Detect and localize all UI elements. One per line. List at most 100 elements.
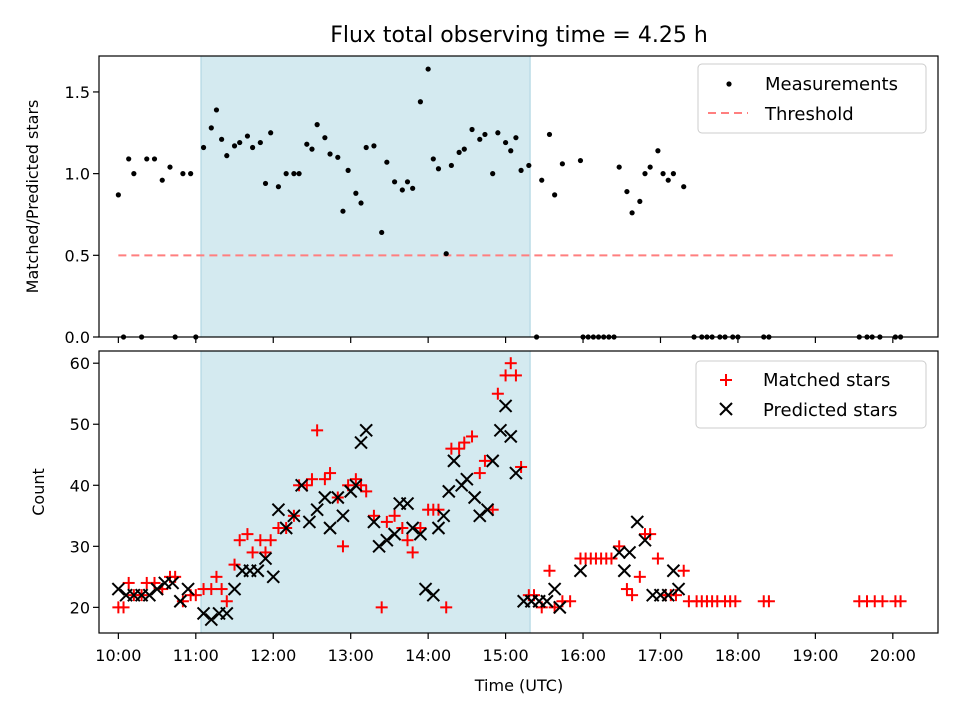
- matched-star-point: [509, 369, 522, 382]
- y-tick-label: 30: [70, 537, 90, 556]
- predicted-star-point: [318, 490, 332, 505]
- measurement-point: [275, 184, 282, 190]
- count-panel: 20 30 40 50 60 10:00 11:00 12:00 13:00 14:00 15:0…: [29, 350, 939, 695]
- measurement-point: [391, 179, 398, 185]
- measurement-point: [188, 171, 194, 177]
- matched-star-point: [259, 546, 272, 559]
- measurement-point: [283, 171, 289, 177]
- count-plot-frame: [98, 350, 939, 634]
- x-tick-label: 12:00: [250, 646, 296, 665]
- measurement-point: [304, 141, 310, 147]
- matched-star-point: [228, 558, 241, 571]
- matched-star-point: [215, 583, 228, 596]
- count-legend: Matched stars Predicted stars: [695, 360, 927, 429]
- matched-star-point: [458, 436, 471, 449]
- measurement-point: [448, 162, 454, 169]
- x-tick-label: 18:00: [715, 646, 761, 665]
- measurement-point: [262, 180, 269, 187]
- measurement-point: [250, 144, 256, 151]
- predicted-star-point: [480, 502, 495, 517]
- predicted-star-point: [638, 533, 652, 547]
- measurement-point: [670, 171, 676, 177]
- predicted-star-point: [227, 582, 242, 596]
- predicted-star-point: [467, 490, 482, 505]
- matched-star-point: [349, 473, 362, 486]
- matched-star-point: [894, 595, 907, 608]
- measurement-point: [435, 166, 442, 172]
- measurement-point: [159, 177, 165, 183]
- y-tick-label: 0.5: [65, 246, 90, 265]
- matched-star-point: [388, 509, 401, 522]
- predicted-star-point: [426, 588, 441, 602]
- matched-star-point: [241, 528, 254, 541]
- matched-star-point: [176, 595, 189, 608]
- predicted-star-point: [547, 582, 562, 596]
- measurement-point: [469, 126, 475, 133]
- predicted-star-point: [372, 539, 386, 554]
- measurement-point: [490, 171, 496, 177]
- measurement-point: [327, 151, 333, 157]
- matched-star-point: [205, 583, 218, 596]
- matched-star-point: [210, 570, 223, 583]
- y-tick-label: 40: [70, 476, 90, 495]
- matched-star-point: [440, 601, 453, 614]
- matched-star-point: [367, 509, 380, 522]
- predicted-star-point: [380, 533, 394, 547]
- matched-star-point: [396, 522, 409, 535]
- matched-star-point: [478, 454, 491, 467]
- measurement-point: [363, 144, 369, 151]
- matched-star-point: [504, 357, 517, 370]
- predicted-star-point: [302, 515, 317, 529]
- measurement-point: [296, 171, 302, 177]
- predicted-star-point: [336, 509, 350, 523]
- predicted-star-point: [331, 490, 345, 505]
- measurement-point: [681, 184, 687, 190]
- predicted-legend-marker: [719, 402, 733, 416]
- measurement-point: [340, 208, 346, 214]
- matched-star-point: [499, 369, 512, 382]
- y-tick-label: 60: [70, 354, 90, 373]
- predicted-star-point: [150, 582, 164, 596]
- predicted-star-point: [431, 521, 446, 535]
- predicted-star-point: [258, 551, 273, 566]
- predicted-star-point: [442, 484, 456, 499]
- matched-star-point: [453, 442, 466, 455]
- measurement-point: [660, 171, 666, 177]
- measurement-point: [546, 131, 553, 138]
- matched-star-point: [876, 595, 889, 608]
- predicted-star-point: [367, 515, 381, 529]
- matched-star-point: [311, 424, 324, 437]
- matched-star-point: [220, 595, 233, 608]
- matched-star-point: [324, 467, 337, 480]
- predicted-star-point: [612, 545, 626, 560]
- x-tick-label: 14:00: [405, 646, 451, 665]
- matched-star-point: [543, 564, 556, 577]
- matched-star-point: [122, 576, 135, 589]
- measurement-point: [208, 125, 214, 131]
- measurement-point: [257, 139, 263, 146]
- measurement-point: [502, 139, 509, 146]
- measurement-point: [559, 161, 565, 167]
- predicted-star-point: [359, 423, 373, 438]
- measurement-point: [482, 131, 488, 138]
- predicted-star-point: [485, 454, 500, 468]
- predicted-star-point: [196, 606, 211, 621]
- measurement-point: [314, 122, 320, 128]
- predicted-star-point: [661, 588, 675, 602]
- x-tick-label: 13:00: [328, 646, 374, 665]
- predicted-star-point: [460, 472, 474, 486]
- predicted-star-point: [405, 521, 420, 535]
- count-x-axis: 10:00 11:00 12:00 13:00 14:00 15:00 16:00 17:00…: [95, 633, 916, 665]
- matched-star-point: [626, 589, 639, 602]
- measurement-point: [224, 153, 230, 159]
- predicted-star-point: [622, 545, 637, 560]
- measurement-point: [647, 164, 653, 170]
- y-tick-label: 1.5: [65, 83, 90, 102]
- measurement-point: [665, 177, 671, 183]
- measurement-point: [167, 164, 173, 170]
- count-y-axis-label: Count: [29, 468, 48, 516]
- predicted-star-point: [630, 515, 644, 529]
- predicted-star-point: [447, 454, 461, 468]
- predicted-star-point: [473, 509, 487, 523]
